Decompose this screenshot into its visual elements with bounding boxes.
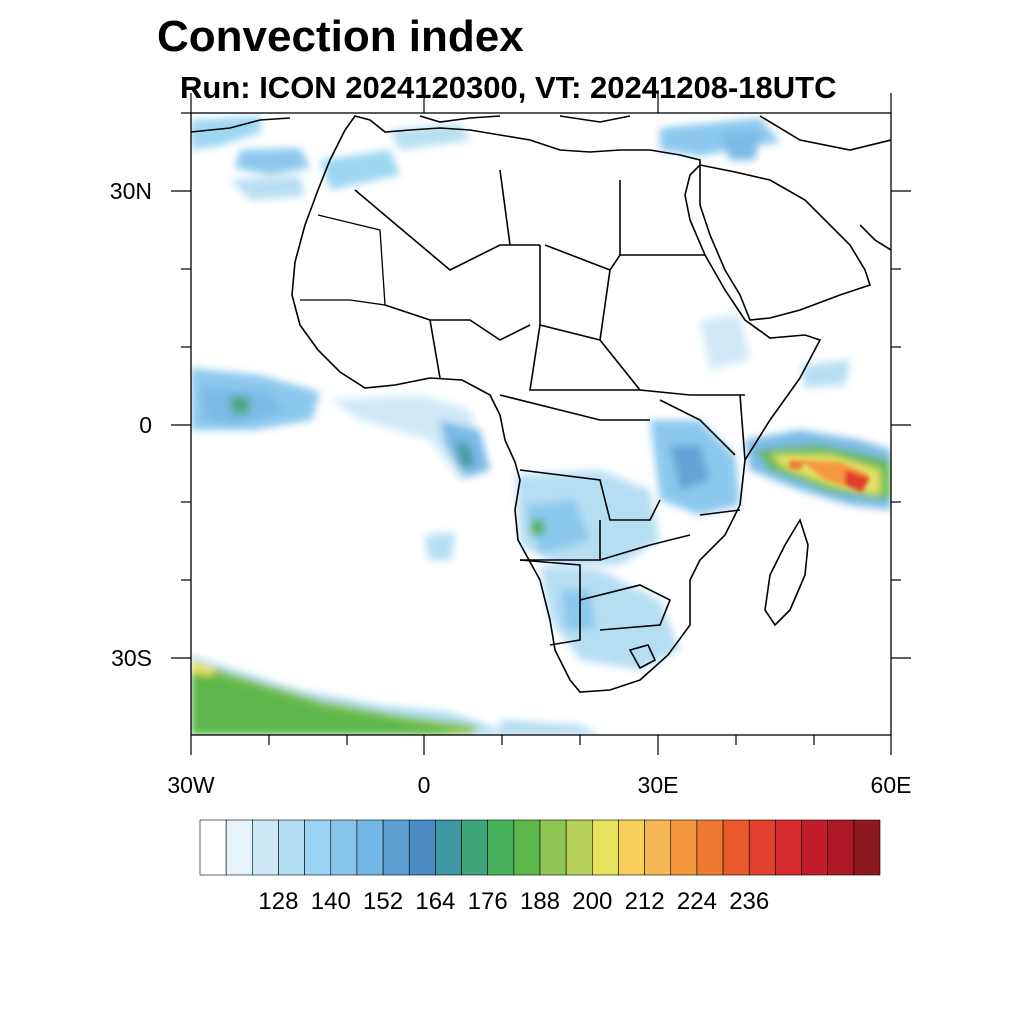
colorbar-tick-label: 128 — [258, 888, 299, 915]
colorbar-swatch — [461, 819, 488, 876]
colorbar-swatch — [565, 819, 593, 876]
axis-ticks — [171, 93, 911, 755]
colorbar-swatch — [853, 819, 881, 876]
x-tick-label: 0 — [417, 772, 431, 798]
colorbar-swatch — [513, 819, 541, 876]
colorbar-swatch — [644, 819, 672, 876]
colorbar-swatch — [356, 819, 384, 876]
colorbar-tick-label: 236 — [729, 888, 770, 915]
colorbar-swatch — [330, 819, 358, 876]
colorbar-swatch — [278, 819, 305, 876]
x-tick-label: 30W — [167, 772, 215, 798]
colorbar-tick-label: 176 — [467, 888, 508, 915]
colorbar-tick-label: 164 — [415, 888, 456, 915]
colorbar-swatch — [827, 819, 855, 876]
y-tick-label: 30N — [109, 178, 152, 204]
colorbar-tick-label: 188 — [519, 888, 561, 915]
colorbar-swatch — [539, 819, 567, 876]
plot-frame — [190, 112, 892, 736]
map-subtitle: Run: ICON 2024120300, VT: 20241208-18UTC — [180, 70, 837, 105]
y-tick-label: 0 — [139, 412, 152, 438]
colorbar-tick-label: 200 — [572, 888, 613, 915]
convection-shading — [191, 116, 891, 735]
colorbar-tick-label: 212 — [624, 888, 665, 915]
colorbar-swatch — [225, 819, 253, 876]
colorbar-swatch — [408, 819, 436, 876]
colorbar-swatch — [618, 819, 645, 876]
colorbar-tick-label: 152 — [363, 888, 404, 915]
colorbar-swatch — [801, 819, 828, 876]
colorbar — [199, 819, 881, 876]
x-tick-label: 30E — [637, 772, 679, 798]
coastlines — [191, 115, 891, 693]
colorbar-swatch — [487, 819, 515, 876]
y-tick-label: 30S — [111, 645, 152, 671]
map-title: Convection index — [157, 12, 524, 61]
colorbar-tick-label: 224 — [676, 888, 717, 915]
colorbar-swatch — [670, 819, 698, 876]
colorbar-swatch — [775, 819, 802, 876]
colorbar-swatch — [696, 819, 724, 876]
x-tick-label: 60E — [870, 772, 912, 798]
colorbar-swatch — [382, 819, 410, 876]
colorbar-swatch — [722, 819, 750, 876]
colorbar-swatch — [748, 819, 776, 876]
colorbar-swatch — [435, 819, 462, 876]
colorbar-swatch — [592, 819, 619, 876]
colorbar-swatch — [199, 819, 227, 876]
colorbar-tick-label: 140 — [310, 888, 351, 915]
colorbar-swatch — [252, 819, 279, 876]
colorbar-swatch — [304, 819, 332, 876]
